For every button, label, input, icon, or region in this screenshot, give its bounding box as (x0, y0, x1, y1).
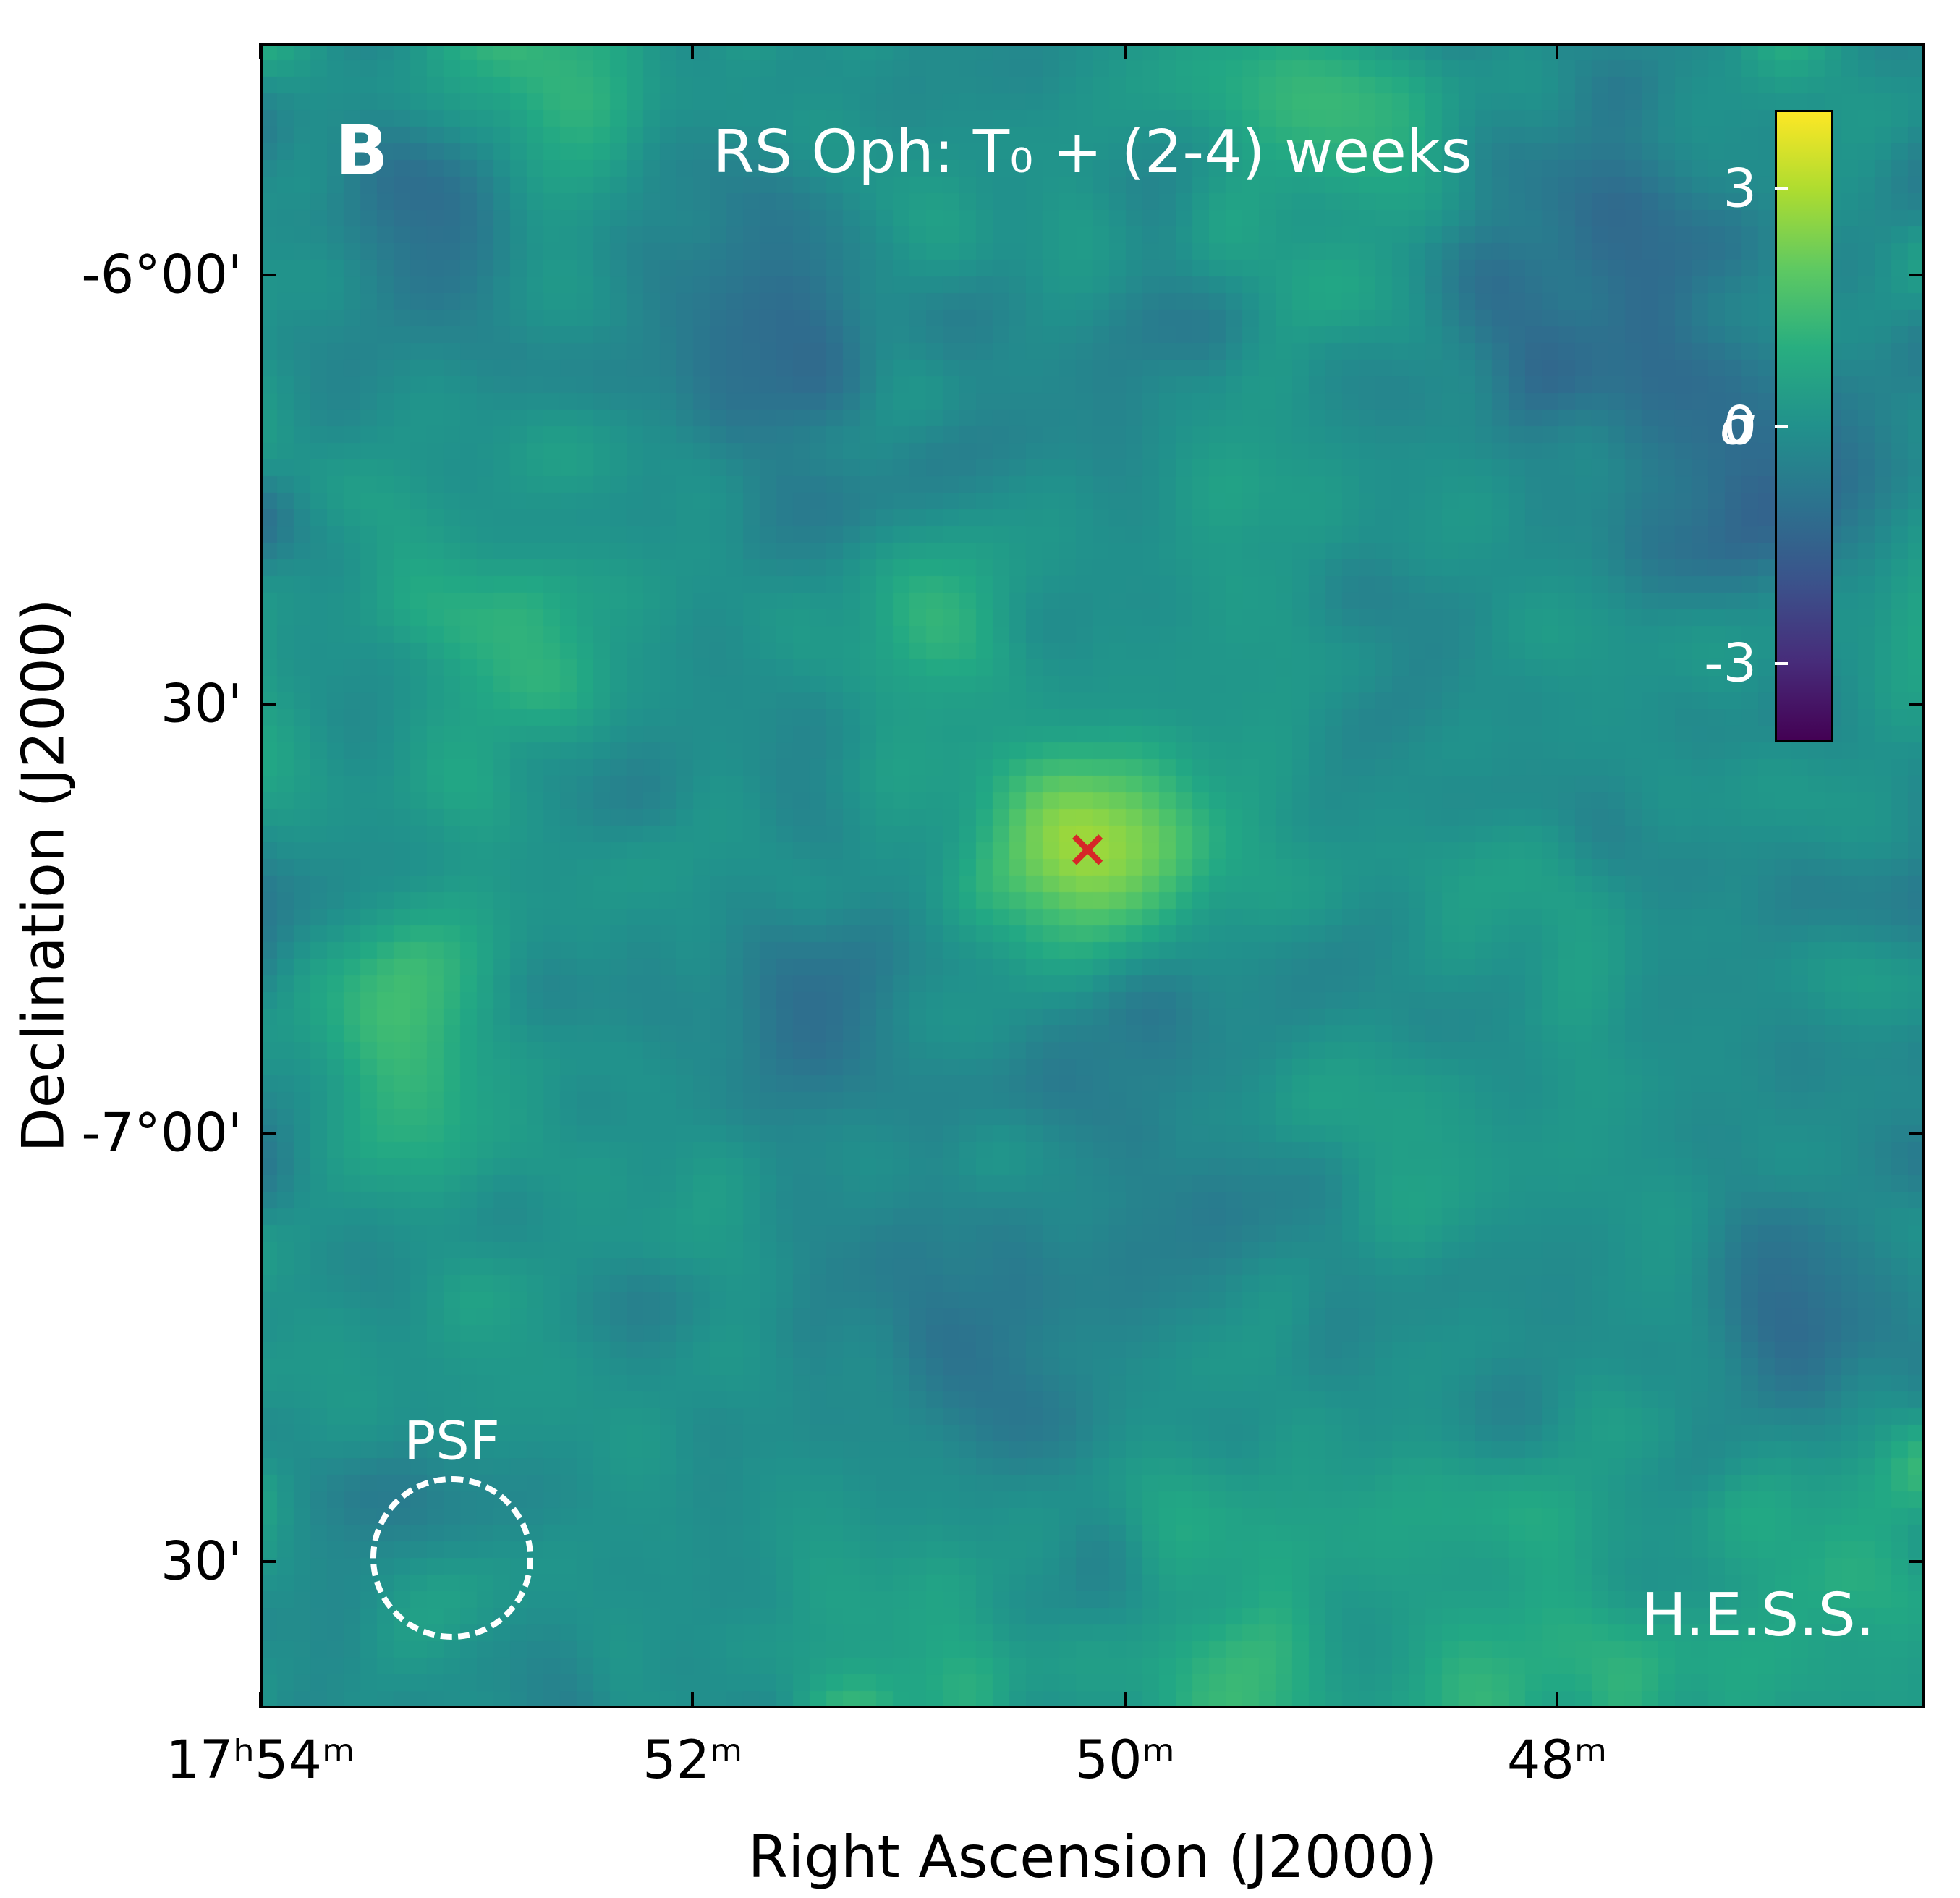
x-tick-mark (1556, 43, 1558, 59)
x-tick-mark (1556, 1692, 1558, 1708)
x-tick-mark (259, 1692, 262, 1708)
y-tick-label: 30' (161, 673, 242, 734)
y-tick-label: 30' (161, 1531, 242, 1593)
figure-root: B RS Oph: T₀ + (2-4) weeks H.E.S.S. PSF … (0, 0, 1960, 1898)
colorbar-tick-label: -3 (1704, 632, 1757, 694)
y-tick-mark (1909, 703, 1925, 706)
panel-letter: B (336, 110, 389, 191)
x-tick-mark (1124, 43, 1127, 59)
x-tick-label: 48ᵐ (1507, 1729, 1608, 1791)
y-tick-label: -6°00' (81, 245, 242, 306)
y-tick-mark (260, 274, 276, 276)
x-tick-mark (691, 43, 694, 59)
y-tick-label: -7°00' (81, 1102, 242, 1164)
y-tick-mark (1909, 274, 1925, 276)
x-tick-mark (259, 43, 262, 59)
x-tick-label: 50ᵐ (1074, 1729, 1175, 1791)
y-tick-mark (260, 1560, 276, 1563)
x-tick-mark (691, 1692, 694, 1708)
instrument-label: H.E.S.S. (1642, 1580, 1875, 1650)
y-tick-mark (1909, 1560, 1925, 1563)
y-tick-mark (260, 703, 276, 706)
y-tick-mark (260, 1132, 276, 1135)
x-axis-label: Right Ascension (J2000) (748, 1823, 1438, 1891)
x-tick-mark (1124, 1692, 1127, 1708)
colorbar-tick-mark (1775, 425, 1788, 428)
y-axis-label: Declination (J2000) (10, 598, 77, 1152)
colorbar-tick-label: 0 (1723, 396, 1757, 457)
colorbar-tick-mark (1775, 662, 1788, 665)
y-tick-mark (1909, 1132, 1925, 1135)
x-tick-label: 17ʰ54ᵐ (166, 1729, 355, 1791)
plot-title: RS Oph: T₀ + (2-4) weeks (713, 117, 1472, 187)
significance-map-canvas (260, 43, 1925, 1708)
x-tick-label: 52ᵐ (642, 1729, 743, 1791)
colorbar-tick-label: 3 (1723, 158, 1757, 220)
psf-label: PSF (404, 1411, 500, 1473)
colorbar-tick-mark (1775, 187, 1788, 190)
